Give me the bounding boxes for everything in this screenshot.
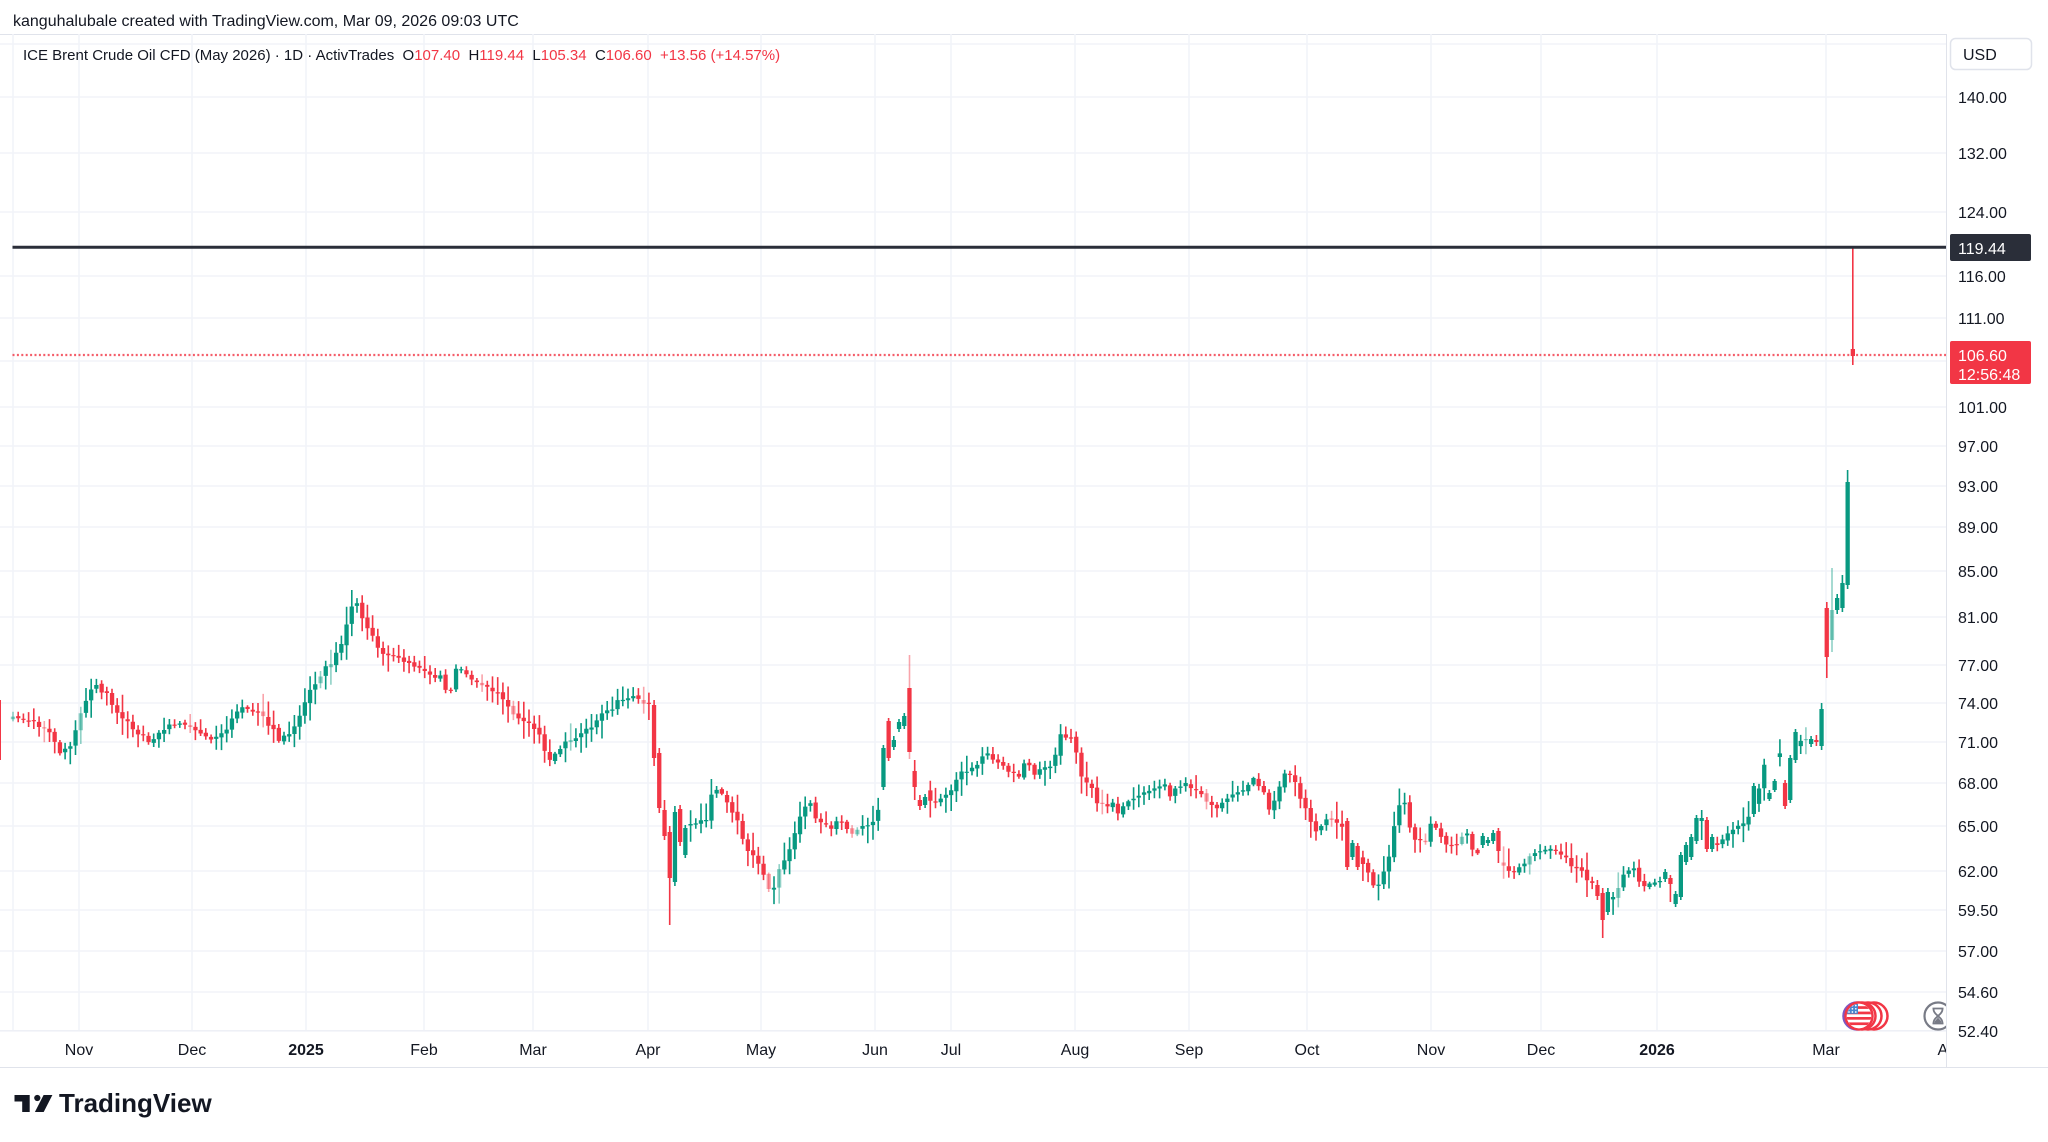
svg-text:65.00: 65.00: [1958, 819, 1998, 836]
svg-text:Mar: Mar: [519, 1042, 547, 1059]
svg-text:Aug: Aug: [1061, 1042, 1089, 1059]
svg-text:89.00: 89.00: [1958, 520, 1998, 537]
svg-text:Sep: Sep: [1175, 1042, 1204, 1059]
svg-text:52.40: 52.40: [1958, 1024, 1998, 1041]
svg-text:TradingView: TradingView: [59, 1088, 212, 1118]
svg-text:54.60: 54.60: [1958, 985, 1998, 1002]
svg-text:101.00: 101.00: [1958, 400, 2007, 417]
svg-text:77.00: 77.00: [1958, 658, 1998, 675]
svg-text:Oct: Oct: [1295, 1042, 1320, 1059]
svg-text:2025: 2025: [288, 1042, 324, 1059]
svg-text:140.00: 140.00: [1958, 90, 2007, 107]
svg-text:Dec: Dec: [178, 1042, 206, 1059]
svg-text:62.00: 62.00: [1958, 864, 1998, 881]
svg-text:81.00: 81.00: [1958, 610, 1998, 627]
svg-text:Jul: Jul: [941, 1042, 961, 1059]
svg-text:kanguhalubale created with Tra: kanguhalubale created with TradingView.c…: [13, 13, 519, 30]
svg-text:USD: USD: [1963, 47, 1997, 64]
svg-text:May: May: [746, 1042, 776, 1059]
svg-text:106.60: 106.60: [1958, 348, 2007, 365]
svg-text:74.00: 74.00: [1958, 696, 1998, 713]
svg-text:132.00: 132.00: [1958, 146, 2007, 163]
svg-text:111.00: 111.00: [1958, 311, 2005, 328]
svg-text:2026: 2026: [1639, 1042, 1675, 1059]
svg-text:59.50: 59.50: [1958, 903, 1998, 920]
svg-text:Nov: Nov: [1417, 1042, 1445, 1059]
svg-text:57.00: 57.00: [1958, 944, 1998, 961]
svg-text:124.00: 124.00: [1958, 205, 2007, 222]
svg-text:Feb: Feb: [410, 1042, 438, 1059]
svg-text:Dec: Dec: [1527, 1042, 1555, 1059]
svg-text:Mar: Mar: [1812, 1042, 1840, 1059]
svg-text:93.00: 93.00: [1958, 479, 1998, 496]
svg-text:116.00: 116.00: [1958, 269, 2006, 286]
svg-text:Jun: Jun: [862, 1042, 888, 1059]
svg-text:12:56:48: 12:56:48: [1958, 367, 2020, 384]
svg-text:85.00: 85.00: [1958, 564, 1998, 581]
svg-text:68.00: 68.00: [1958, 776, 1998, 793]
svg-text:Nov: Nov: [65, 1042, 93, 1059]
svg-text:ICE Brent Crude Oil CFD (May 2: ICE Brent Crude Oil CFD (May 2026) · 1D …: [23, 47, 780, 64]
svg-text:119.44: 119.44: [1958, 241, 2006, 258]
svg-text:Apr: Apr: [1938, 1042, 1964, 1059]
svg-text:71.00: 71.00: [1958, 735, 1998, 752]
svg-text:97.00: 97.00: [1958, 439, 1998, 456]
svg-text:Apr: Apr: [636, 1042, 662, 1059]
